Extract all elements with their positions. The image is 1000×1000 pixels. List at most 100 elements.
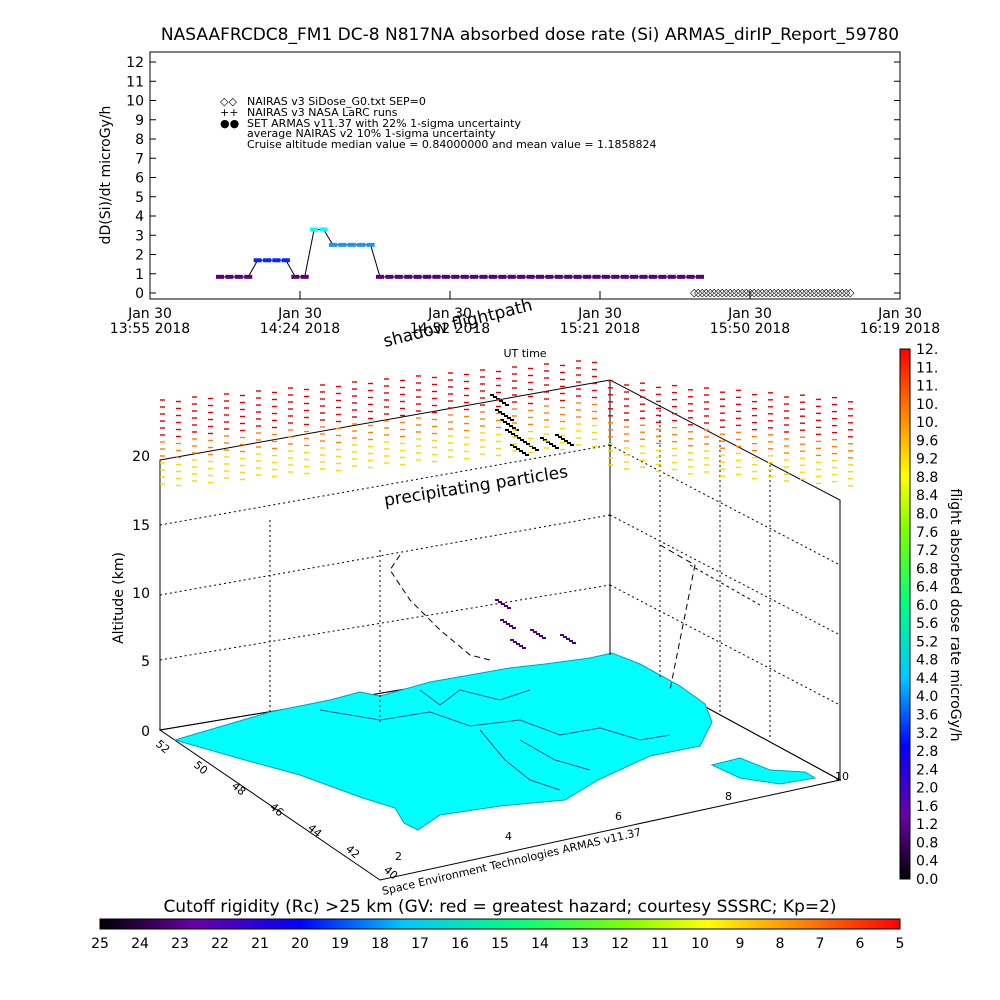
- nairas-point: ◇: [774, 286, 783, 299]
- map-borders: [319, 689, 671, 791]
- colorbar-tick-label: 2.8: [916, 744, 938, 760]
- nairas-point: ◇: [846, 286, 855, 299]
- x-tick-label: Jan 30: [577, 306, 622, 322]
- lon-tick-label: 10: [835, 770, 849, 783]
- colorbar-tick-label: 6.0: [916, 598, 938, 614]
- rigidity-tick-label: 12: [611, 936, 629, 952]
- nairas-point: ◇: [758, 286, 767, 299]
- rigidity-title: Cutoff rigidity (Rc) >25 km (GV: red = g…: [163, 897, 836, 917]
- lat-tick-label: 46: [267, 800, 286, 819]
- colorbar-tick-label: 4.8: [916, 653, 938, 669]
- x-tick-label: Jan 30: [877, 306, 922, 322]
- rigidity-tick-label: 19: [331, 936, 349, 952]
- nairas-point: ◇: [826, 286, 835, 299]
- nairas-point: ◇: [738, 286, 747, 299]
- grid-line: [609, 444, 841, 566]
- shadow-flightpath-annotation: shadow flightpath: [381, 295, 534, 351]
- x-tick-label: 14:24 2018: [260, 321, 340, 337]
- nairas-point: ◇: [706, 286, 715, 299]
- series-point: [592, 274, 601, 279]
- series-point: [498, 274, 507, 279]
- legend-entry-3: average NAIRAS v2 10% 1-sigma uncertaint…: [247, 127, 496, 140]
- x-tick-label: Jan 30: [727, 306, 772, 322]
- legend-entry-2: SET ARMAS v11.37 with 22% 1-sigma uncert…: [247, 117, 521, 130]
- series-point: [357, 242, 366, 247]
- flight-tracks: [490, 394, 576, 649]
- series-point: [441, 274, 450, 279]
- nairas-point: ◇: [782, 286, 791, 299]
- series-point: [658, 274, 667, 279]
- nairas-point: ◇: [818, 286, 827, 299]
- colorbar-tick-label: 3.6: [916, 708, 938, 724]
- series-point: [677, 274, 686, 279]
- nairas-point: ◇: [746, 286, 755, 299]
- nairas-point: ◇: [838, 286, 847, 299]
- rigidity-bar: [99, 918, 901, 930]
- colorbar-tick-label: 12.: [916, 342, 938, 358]
- rigidity-ticks: 25 24 23 22 21 20 19 18 17 16 15 14 13 12 11 10 9 8 7 6 5: [91, 936, 904, 952]
- y-tick-label: 7: [135, 151, 144, 167]
- y-tick-label: 4: [135, 209, 144, 225]
- series-point: [366, 242, 375, 247]
- nairas-point: ◇: [834, 286, 843, 299]
- series-point: [310, 227, 319, 232]
- y-tick-label: 1: [135, 267, 144, 283]
- colorbar-tick-label: 9.6: [916, 433, 938, 449]
- nairas-point: ◇: [698, 286, 707, 299]
- series-point: [300, 274, 309, 279]
- colorbar-tick-label: 11.: [916, 379, 938, 395]
- x-tick-label: Jan 30: [427, 306, 472, 322]
- lat-tick-label: 44: [305, 821, 324, 840]
- dose-colorbar-label: flight absorbed dose rate microGy/h: [947, 489, 963, 742]
- grid-line: [609, 514, 841, 636]
- x-tick-label: 15:50 2018: [710, 321, 790, 337]
- z-tick-label: 0: [141, 724, 150, 740]
- top-y-label: dD(Si)/dt microGy/h: [98, 106, 114, 245]
- series-point: [253, 258, 262, 263]
- z-axis-ticks: 0 5 10 15 20: [132, 449, 150, 740]
- colorbar-tick-label: 2.0: [916, 781, 938, 797]
- rigidity-tick-label: 7: [816, 936, 825, 952]
- shadow-flightpath-line: [389, 554, 491, 661]
- colorbar-tick-label: 0.4: [916, 854, 938, 870]
- colorbar-tick-label: 4.4: [916, 671, 938, 687]
- x-tick-label: 13:55 2018: [110, 321, 190, 337]
- colorbar-tick-label: 4.0: [916, 689, 938, 705]
- legend-entry-4: Cruise altitude median value = 0.8400000…: [247, 138, 657, 151]
- series-point: [479, 274, 488, 279]
- dose-colorbar-bar: [899, 348, 911, 880]
- lat-tick-label: 52: [153, 737, 172, 756]
- nairas-point: ◇: [742, 286, 751, 299]
- nairas-point: ◇: [806, 286, 815, 299]
- series-point: [216, 274, 224, 279]
- dose-dashes: [160, 360, 853, 487]
- y-tick-label: 8: [135, 132, 144, 148]
- series-point: [451, 274, 460, 279]
- series-point: [620, 274, 629, 279]
- colorbar-tick-label: 0.8: [916, 835, 938, 851]
- nairas-point: ◇: [726, 286, 735, 299]
- rigidity-tick-label: 15: [491, 936, 509, 952]
- series-point: [488, 274, 497, 279]
- series-point: [583, 274, 592, 279]
- grid-line: [159, 584, 611, 661]
- map-island: [710, 757, 817, 785]
- dose-colorbar: 0.0 0.4 0.8 1.2 1.6 2.0 2.4 2.8 3.2 3.6 4.0 4.4 4.8 5…: [899, 342, 963, 888]
- series-point: [611, 274, 620, 279]
- colorbar-tick-label: 5.2: [916, 634, 938, 650]
- series-point: [667, 274, 676, 279]
- y-tick-label: 10: [126, 94, 144, 110]
- colorbar-tick-label: 1.6: [916, 799, 938, 815]
- legend-symbol-0: ◇◇: [220, 95, 237, 108]
- rigidity-colorbar: Cutoff rigidity (Rc) >25 km (GV: red = g…: [91, 897, 904, 952]
- series-point: [263, 258, 272, 263]
- nairas-point: ◇: [710, 286, 719, 299]
- series-line: [220, 228, 700, 278]
- colorbar-tick-label: 2.4: [916, 762, 938, 778]
- x-tick-label: 15:21 2018: [560, 321, 640, 337]
- series-point: [234, 274, 243, 279]
- x-tick-label: Jan 30: [127, 306, 172, 322]
- x-tick-label: 16:19 2018: [860, 321, 940, 337]
- y-tick-label: 2: [135, 248, 144, 264]
